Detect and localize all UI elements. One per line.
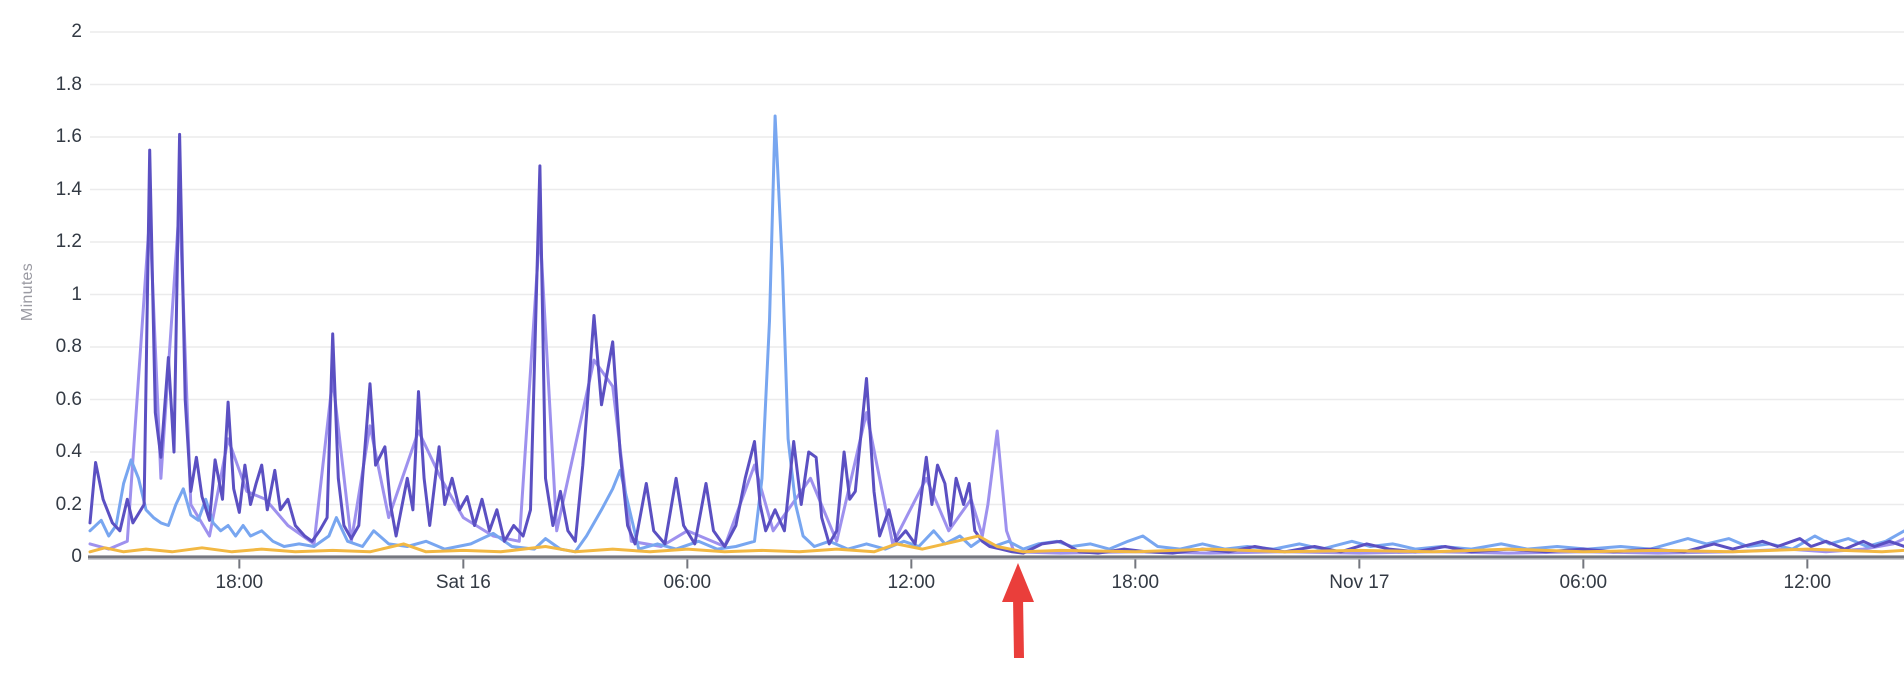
x-tick-mark — [462, 559, 465, 569]
arrow-shaft — [1012, 597, 1024, 658]
x-tick-label: 12:00 — [1783, 572, 1832, 593]
x-tick-mark — [1806, 559, 1809, 569]
x-tick-label: 06:00 — [1559, 572, 1608, 593]
x-tick-label: Sat 16 — [435, 572, 491, 593]
arrow-head — [1001, 563, 1034, 602]
x-tick-mark — [1582, 559, 1585, 569]
y-tick-label: 0.4 — [55, 441, 82, 462]
x-tick-label: 18:00 — [215, 572, 264, 593]
x-axis-line — [88, 555, 1904, 558]
y-tick-label: 0.2 — [55, 493, 82, 515]
x-tick-label: 12:00 — [887, 572, 936, 593]
y-tick-label: 2 — [71, 21, 82, 42]
x-tick-mark — [238, 559, 241, 569]
x-axis-line-shadow — [88, 558, 1904, 560]
series-line-orange — [88, 534, 1904, 554]
y-tick-label: 1.8 — [55, 73, 82, 95]
x-tick-label: 18:00 — [1111, 572, 1160, 593]
y-tick-label: 1 — [71, 283, 82, 305]
y-tick-label: 1.6 — [55, 126, 82, 147]
x-tick-mark — [1134, 559, 1137, 569]
series-line-indigo — [88, 132, 1904, 555]
y-tick-label: 0 — [71, 546, 82, 567]
x-tick-mark — [1358, 559, 1361, 569]
annotation-arrow-icon — [1001, 563, 1035, 659]
x-tick-label: 06:00 — [663, 572, 712, 593]
y-tick-label: 1.2 — [55, 231, 82, 252]
y-tick-label: 1.4 — [55, 178, 82, 200]
y-tick-label: 0.8 — [55, 336, 82, 357]
x-tick-mark — [686, 559, 689, 569]
y-tick-label: 0.6 — [55, 388, 82, 410]
x-tick-label: Nov 17 — [1329, 572, 1390, 593]
x-tick-mark — [910, 559, 913, 569]
